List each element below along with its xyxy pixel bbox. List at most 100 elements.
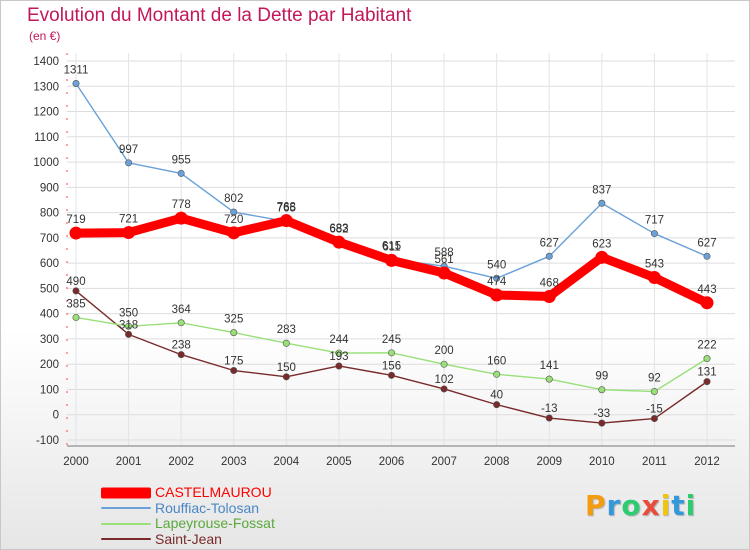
data-point — [72, 313, 80, 321]
data-label: 102 — [434, 374, 453, 386]
data-label-layer: 719 721 778 720 768 683 611 561 474 468 623 543 443 1… — [64, 64, 717, 420]
x-tick-label: 2002 — [168, 456, 194, 468]
data-label: 627 — [540, 237, 559, 249]
legend-swatch — [101, 522, 151, 525]
data-label: 200 — [434, 345, 453, 357]
data-point — [282, 339, 290, 347]
data-label: 131 — [697, 367, 716, 379]
data-label: 350 — [119, 307, 138, 319]
data-label: 720 — [224, 214, 243, 226]
series-layer — [69, 79, 714, 427]
data-point — [230, 208, 238, 216]
data-point — [545, 414, 553, 422]
data-label: 561 — [434, 254, 453, 266]
data-label: 765 — [277, 202, 296, 214]
data-label: 318 — [119, 319, 138, 331]
data-label: 160 — [487, 355, 506, 367]
data-label: 40 — [490, 390, 503, 402]
data-point — [490, 288, 504, 302]
data-point — [279, 214, 293, 228]
data-label: -15 — [646, 404, 663, 416]
data-label: 245 — [382, 334, 401, 346]
y-tick-label: 1400 — [33, 56, 59, 68]
data-label: 238 — [172, 340, 191, 352]
data-label: 443 — [697, 284, 716, 296]
data-point — [542, 289, 556, 303]
data-label: 150 — [277, 362, 296, 374]
data-point — [545, 252, 553, 260]
logo-letter: r — [606, 489, 622, 522]
data-label: 543 — [645, 259, 664, 271]
data-label: 623 — [592, 238, 611, 250]
x-tick-label: 2008 — [484, 456, 510, 468]
data-label: 768 — [277, 202, 296, 214]
data-point — [440, 360, 448, 368]
data-point — [493, 401, 501, 409]
data-label: 222 — [697, 340, 716, 352]
x-tick-label: 2004 — [274, 456, 300, 468]
y-tick-label: 800 — [40, 208, 59, 220]
data-point — [230, 367, 238, 375]
x-tick-label: 2009 — [536, 456, 562, 468]
data-label: 997 — [119, 144, 138, 156]
y-tick-label: 700 — [40, 233, 59, 245]
data-point — [440, 385, 448, 393]
legend-label: CASTELMAUROU — [155, 484, 272, 500]
data-point — [437, 266, 451, 280]
x-tick-label: 2012 — [694, 456, 720, 468]
data-point — [703, 355, 711, 363]
y-tick-label: 1100 — [34, 132, 59, 144]
data-point — [177, 319, 185, 327]
data-label: -13 — [541, 403, 558, 415]
x-tick-label: 2007 — [431, 456, 457, 468]
data-point — [700, 296, 714, 310]
x-tick-label: 2000 — [63, 456, 89, 468]
data-label: 99 — [595, 371, 608, 383]
data-point — [493, 274, 501, 282]
data-point — [598, 386, 606, 394]
data-point — [230, 329, 238, 337]
data-label: 588 — [434, 247, 453, 259]
data-label: 325 — [224, 314, 243, 326]
data-label: 193 — [329, 351, 348, 363]
data-label: 611 — [382, 241, 400, 253]
data-label: 683 — [329, 223, 348, 235]
y-tick-label: 900 — [40, 182, 59, 194]
data-point — [385, 253, 398, 267]
data-label: 955 — [172, 154, 191, 166]
data-label: -33 — [594, 408, 611, 420]
logo-letter: o — [621, 489, 642, 522]
data-label: 92 — [648, 372, 661, 384]
data-point — [335, 362, 343, 370]
data-point — [493, 370, 501, 378]
y-tick-label: 1300 — [33, 81, 59, 93]
data-point — [174, 211, 188, 225]
data-point — [177, 169, 185, 177]
y-tick-label: 600 — [40, 258, 59, 270]
data-point — [122, 226, 136, 240]
data-point — [545, 375, 553, 383]
data-point — [598, 419, 606, 427]
data-label: 141 — [540, 360, 559, 372]
data-point — [598, 199, 606, 207]
x-tick-label: 2006 — [379, 456, 405, 468]
data-label: 627 — [697, 237, 716, 249]
axis-layer: -100 0 100 200 300 400 500 600 700 800 900 1000 1100… — [33, 53, 735, 468]
legend-label: Saint-Jean — [155, 530, 222, 547]
data-label: 837 — [592, 184, 611, 196]
data-label: 364 — [172, 304, 192, 316]
chart-title: Evolution du Montant de la Dette par Hab… — [27, 5, 412, 26]
logo-letter: P — [585, 489, 607, 522]
data-label: 175 — [224, 356, 243, 368]
data-point — [595, 250, 609, 264]
data-point — [72, 287, 80, 295]
unit-label: (en €) — [29, 29, 61, 43]
data-point — [125, 159, 133, 167]
data-label: 721 — [119, 214, 138, 226]
data-point — [72, 79, 80, 87]
y-tick-label: 300 — [40, 334, 59, 346]
y-tick-label: 1000 — [33, 157, 59, 169]
data-point — [387, 371, 395, 379]
data-point — [703, 378, 711, 386]
